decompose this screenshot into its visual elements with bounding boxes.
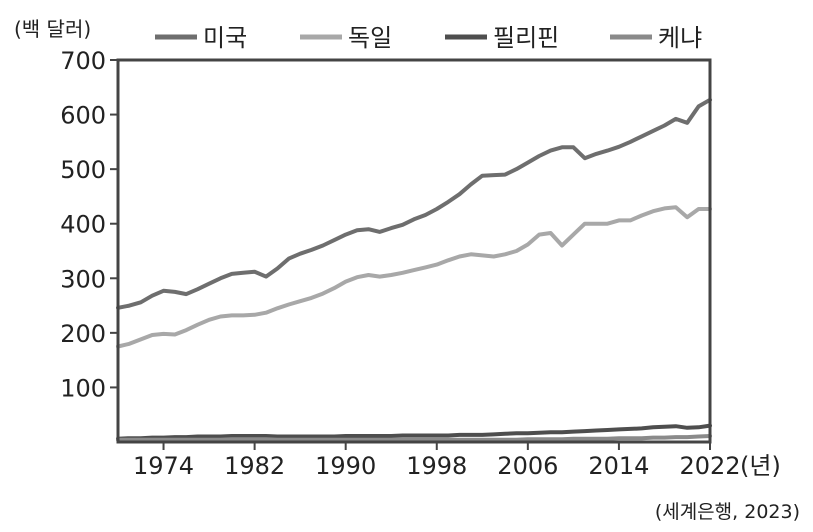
y-tick-label: 500 (60, 156, 106, 184)
x-tick-label: 2022 (679, 452, 740, 480)
y-tick-label: 200 (60, 320, 106, 348)
y-axis-unit-label: (백 달러) (14, 17, 91, 41)
x-tick-label: 1982 (224, 452, 285, 480)
legend-label: 미국 (203, 24, 247, 52)
legend-label: 독일 (348, 24, 392, 52)
x-axis-ticks: 1974 1982 1990 1998 2006 2014 2022 (133, 442, 741, 480)
series-line-4 (116, 434, 712, 442)
y-tick-label: 600 (60, 102, 106, 130)
legend-label: 케냐 (658, 24, 702, 52)
series-line-3 (116, 423, 712, 441)
series-line-2 (116, 205, 712, 349)
x-tick-label: 1998 (406, 452, 467, 480)
y-tick-label: 400 (60, 211, 106, 239)
legend-label: 필리핀 (493, 24, 559, 52)
y-tick-label: 100 (60, 374, 106, 402)
series-line-1 (116, 97, 712, 310)
plot-frame (116, 58, 712, 444)
x-axis-unit-label: (년) (740, 452, 781, 480)
x-tick-label: 1990 (315, 452, 376, 480)
y-tick-label: 700 (60, 47, 106, 75)
source-label: (세계은행, 2023) (655, 501, 800, 523)
y-axis-ticks: 100 200 300 400 500 600 700 (60, 47, 118, 402)
x-tick-label: 2006 (497, 452, 558, 480)
y-tick-label: 300 (60, 265, 106, 293)
series-lines (116, 97, 712, 442)
legend: 미국 독일 필리핀 케냐 (155, 24, 702, 52)
x-tick-label: 1974 (133, 452, 194, 480)
x-tick-label: 2014 (588, 452, 649, 480)
